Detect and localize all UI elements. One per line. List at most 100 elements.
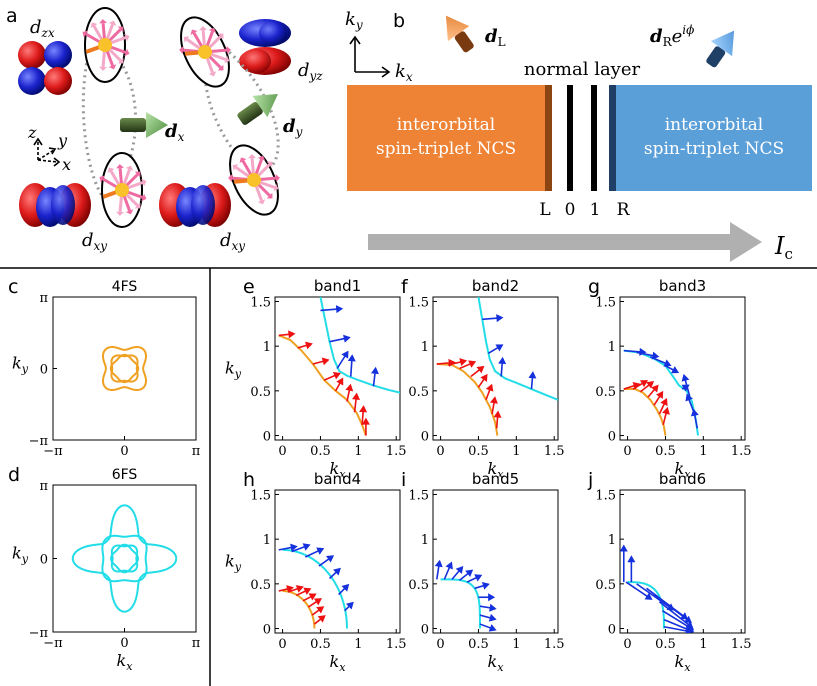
fs-curve — [101, 534, 148, 583]
spin-arrow-head — [134, 202, 141, 209]
panel-label-d: d — [8, 464, 20, 486]
y-tick-label: 0.5 — [408, 385, 429, 400]
normal-layer-label: normal layer — [524, 59, 641, 80]
y-tick-label: −π — [29, 626, 49, 641]
spin-ellipse-bottom-right — [228, 144, 280, 216]
arrow-head — [656, 390, 664, 399]
spin-vector-arrow — [336, 350, 349, 369]
fs-curve — [110, 354, 139, 383]
y-tick-label: π — [39, 479, 48, 494]
y-tick-label: 0 — [40, 363, 48, 378]
label-kx: kx — [395, 61, 413, 84]
arrow-head — [680, 612, 689, 620]
arrow-head — [488, 624, 497, 632]
spin-vector-arrow — [359, 405, 368, 425]
left-edge-layer — [545, 85, 552, 191]
spin-vector-arrow — [318, 555, 335, 567]
fs-curve — [627, 581, 665, 629]
x-tick-label: 0.5 — [655, 444, 676, 459]
spin-vector-arrow — [352, 392, 360, 413]
arrow-head — [489, 603, 497, 612]
plot-frame-d — [52, 484, 197, 633]
spin-vector-arrow — [278, 543, 298, 552]
spin-ellipses — [82, 7, 280, 228]
right-block-line2: spin-triplet NCS — [644, 139, 784, 159]
arrow-head — [347, 354, 356, 362]
spin-arrow-head — [134, 171, 141, 178]
spin-vector-arrow — [639, 381, 655, 393]
axis-z-label: z — [27, 123, 37, 142]
plot-area-f — [436, 297, 558, 436]
x-tick-label: 0.5 — [655, 637, 676, 652]
spin-vector-arrow — [647, 384, 659, 398]
panel-i: i band5 00 0.5 0.5 1 1 1.5 1.5 kx — [401, 469, 565, 674]
y-axis-label-e: ky — [225, 359, 242, 381]
spin-vector-arrow — [487, 344, 504, 354]
label-dx: dx — [165, 121, 185, 144]
fs-curve — [278, 334, 367, 436]
arrow-head — [490, 396, 498, 404]
spin-vector-arrow — [338, 583, 350, 596]
x-tick-label: 0 — [278, 444, 286, 459]
spin-vector-arrow — [490, 396, 498, 415]
label-dy: dy — [283, 116, 303, 139]
arrow-head — [326, 555, 335, 563]
x-tick-label: 1.5 — [731, 637, 752, 652]
normal-layer-site-1 — [591, 85, 597, 191]
spin-arrow-head — [257, 155, 266, 161]
spin-arrow-head — [108, 64, 117, 70]
arrow-head — [646, 381, 655, 389]
y-tick-label: 1.5 — [250, 488, 271, 503]
arrow-shaft — [653, 593, 690, 622]
plot-area-e — [278, 297, 400, 436]
arrow-head — [663, 359, 672, 367]
spin-vector-arrow — [665, 365, 680, 374]
arrow-head — [295, 585, 304, 593]
spin-vector-arrow — [482, 314, 504, 323]
spin-arrow-head — [99, 19, 108, 24]
panel-b: b ky kx interorbital spin-triplet NCS in… — [345, 9, 812, 263]
chart-title-i: band5 — [472, 470, 519, 488]
chart-title-d: 6FS — [112, 467, 138, 483]
panel-label-e: e — [243, 276, 255, 298]
right-ncs-block — [616, 85, 812, 191]
arrow-head — [459, 358, 468, 366]
x-axis-label-j: kx — [674, 652, 691, 674]
spin-vector-arrow — [434, 559, 443, 580]
panel-label-i: i — [401, 469, 406, 491]
label-dzx: dzx — [30, 17, 55, 40]
spin-arrow-head — [82, 30, 88, 38]
spin-arrow-head — [116, 164, 125, 169]
label-dyz: dyz — [298, 60, 323, 83]
x-tick-label: 0 — [120, 444, 128, 459]
panel-label-h: h — [243, 469, 255, 491]
fs-curve — [110, 544, 139, 573]
arrow-shaft — [623, 349, 643, 353]
x-tick-label: 0.5 — [468, 637, 489, 652]
fs-curve — [477, 297, 558, 401]
plot-frame-i — [432, 489, 559, 634]
spin-vector-arrow — [329, 334, 351, 343]
fs-curve — [102, 346, 147, 391]
y-tick-label: 1.5 — [595, 295, 616, 310]
spin-vector-arrow — [528, 371, 537, 390]
arrow-shaft — [636, 351, 656, 357]
arrow-head — [290, 543, 298, 552]
spin-vector-arrow — [627, 555, 636, 583]
spin-vector-arrow — [466, 574, 483, 583]
axis-x-label: x — [62, 155, 71, 174]
label-ky: ky — [345, 9, 363, 32]
x-tick-label: 0 — [436, 444, 444, 459]
dR-vector-arrow — [706, 30, 735, 68]
plot-frame-j — [619, 489, 746, 634]
panel-a: a dzx dyz dxy — [6, 5, 323, 253]
spin-vector-arrow — [459, 360, 477, 370]
spin-vector-arrow — [334, 377, 344, 392]
spin-vector-arrow — [477, 373, 488, 388]
x-axis-label-d: kx — [116, 651, 133, 673]
spin-vector-arrow — [663, 625, 693, 633]
spin-arrow-head — [124, 33, 130, 42]
spin-vector-arrow — [470, 365, 485, 378]
x-tick-label: 1 — [512, 444, 520, 459]
